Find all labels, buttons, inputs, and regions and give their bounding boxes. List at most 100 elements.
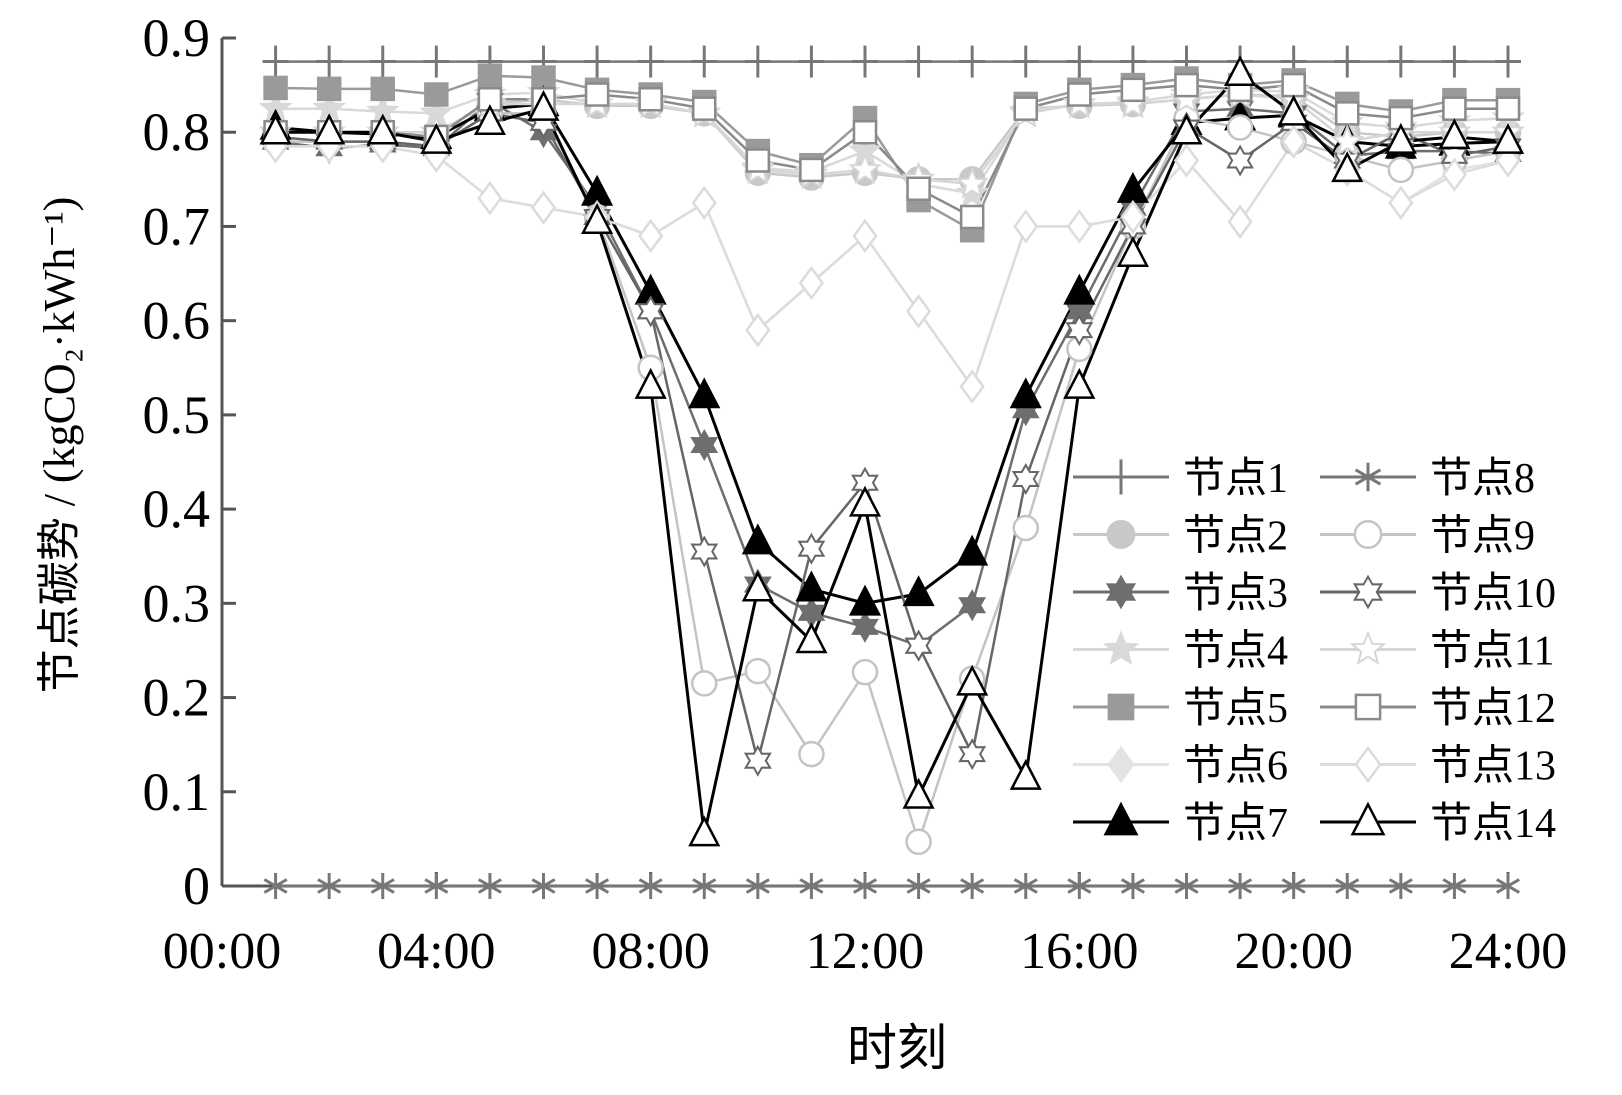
y-tick-label: 0.6 [143,291,211,351]
x-tick-label: 00:00 [163,923,281,980]
legend-label: 节点11 [1430,629,1554,675]
data-point-series-14 [259,113,292,145]
data-point-series-8 [1228,873,1253,899]
data-point-series-14 [420,122,453,154]
legend-swatch-marker [1105,574,1137,610]
data-point-series-7 [902,575,935,607]
legend-label: 节点14 [1430,801,1556,847]
x-tick-label: 12:00 [806,923,924,980]
legend-label: 节点12 [1430,686,1556,732]
data-point-series-13 [852,218,878,253]
data-point-series-1 [1066,45,1093,78]
legend-label: 节点4 [1183,629,1288,675]
data-point-series-8 [1388,873,1413,899]
legend-label: 节点2 [1183,514,1288,560]
data-point-series-10 [1226,144,1254,177]
data-point-series-5 [370,76,395,102]
legend-swatch-marker [1354,693,1382,721]
data-point-series-8 [317,873,342,899]
data-point-series-7 [688,377,721,409]
data-point-series-13 [906,294,932,329]
data-point-series-1 [262,45,289,78]
data-point-series-9 [744,657,772,685]
data-point-series-8 [1335,873,1360,899]
data-point-series-1 [852,45,878,78]
data-point-series-9 [1387,156,1415,184]
series-line-13 [275,139,1509,390]
data-point-series-12 [852,119,878,145]
data-point-series-12 [1495,96,1521,121]
data-point-series-8 [1442,873,1467,899]
legend-swatch-marker [1107,693,1135,721]
y-tick-label: 0.8 [143,102,211,162]
data-point-series-1 [1495,45,1521,78]
series-line-14 [275,71,1509,835]
data-point-series-10 [743,744,772,777]
data-point-series-1 [316,45,343,78]
data-point-series-12 [1281,72,1306,98]
data-point-series-7 [1063,273,1096,305]
data-point-series-8 [1174,873,1199,899]
data-point-series-13 [1388,185,1414,221]
legend-swatch-marker [1102,630,1140,666]
data-point-series-14 [313,113,346,145]
x-tick-label: 08:00 [591,923,709,980]
data-point-series-12 [1013,96,1038,121]
data-point-series-9 [851,658,879,686]
data-point-series-13 [1120,199,1146,235]
data-point-series-5 [477,63,503,88]
y-tick-labels: 0 0.1 0.2 0.3 0.4 0.5 0.6 0.7 0.8 0.9 [143,8,211,916]
series-line-6 [275,139,1509,390]
legend-swatch-marker [1103,801,1139,836]
legend-swatch-marker [1106,520,1136,549]
data-point-series-12 [692,96,717,121]
data-point-series-13 [638,218,664,253]
data-point-series-8 [852,873,878,899]
data-point-series-14 [1063,367,1096,399]
legend-item: 节点11 [1320,629,1554,675]
legend-swatch-marker [1349,630,1387,666]
data-point-series-1 [798,45,825,78]
data-point-series-8 [1495,873,1521,899]
legend-swatch-marker [1354,745,1382,784]
legend-item: 节点7 [1073,801,1288,847]
x-tick-label: 20:00 [1234,923,1352,980]
data-point-series-14 [634,367,667,399]
data-point-series-14 [366,113,399,145]
legend-item: 节点13 [1320,744,1556,790]
data-point-series-14 [1224,55,1257,87]
data-point-series-10 [958,738,987,771]
y-tick-label: 0.7 [143,196,211,256]
series-line-5 [275,74,1508,232]
data-point-series-13 [1066,209,1092,244]
data-point-series-8 [799,873,824,899]
legend-label: 节点9 [1430,514,1535,560]
data-point-series-14 [527,89,560,121]
data-point-series-8 [906,873,931,899]
legend-swatch-marker [1106,459,1136,495]
data-point-series-8 [477,873,502,899]
data-point-series-13 [1441,157,1467,192]
data-point-series-12 [584,82,610,107]
data-point-series-7 [795,570,828,602]
legend-item: 节点3 [1073,571,1288,617]
data-point-series-11 [1330,123,1365,157]
x-tick-labels: 00:00 04:00 08:00 12:00 16:00 20:00 24:00 [163,923,1567,980]
y-tick-label: 0.9 [143,8,211,68]
data-point-series-8 [745,873,770,899]
legend: 节点1 节点2 节点3 节点4 节点5 节点6 节点7 节点8 节点9 节点10 节点11 节点12 节… [1073,456,1556,847]
data-point-series-7 [1009,377,1042,409]
series-line-7 [275,102,1509,605]
data-point-series-12 [745,148,771,173]
legend-label: 节点8 [1430,456,1535,502]
y-tick-label: 0.5 [143,385,211,445]
series-lines-group [275,60,1509,888]
data-point-series-5 [424,82,449,107]
legend-label: 节点7 [1183,801,1288,847]
y-tick-label: 0.2 [143,668,211,728]
data-point-series-8 [1281,873,1306,899]
data-point-series-13 [745,312,771,348]
legend-swatch-marker [1350,801,1386,836]
data-point-series-11 [848,152,882,185]
data-point-series-1 [905,45,932,78]
